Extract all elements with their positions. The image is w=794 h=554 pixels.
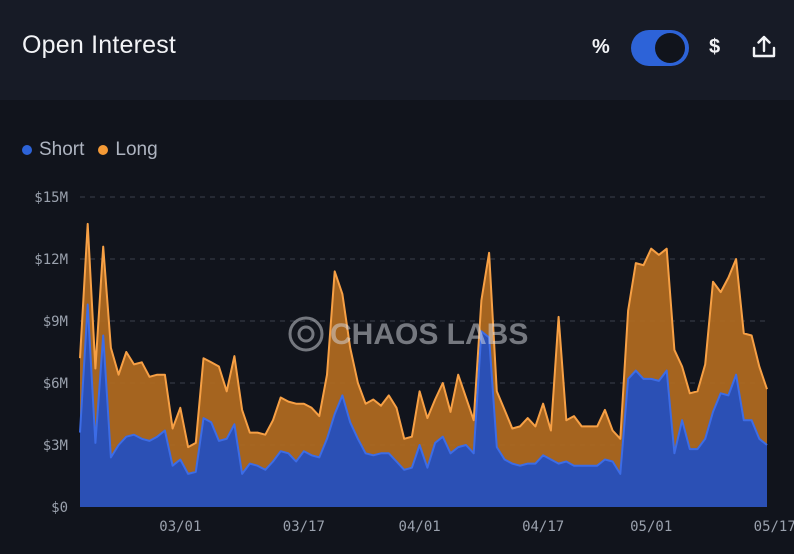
x-tick-label: 04/17 bbox=[522, 519, 564, 535]
series-area-long bbox=[80, 223, 767, 507]
y-tick-label: $9M bbox=[43, 314, 68, 330]
y-tick-label: $12M bbox=[34, 252, 68, 268]
x-tick-label: 05/01 bbox=[630, 519, 672, 535]
x-tick-label: 04/01 bbox=[399, 519, 441, 535]
series-area-short bbox=[80, 304, 767, 507]
y-tick-label: $3M bbox=[43, 438, 68, 454]
y-tick-label: $0 bbox=[51, 500, 68, 516]
series-line-long bbox=[79, 222, 768, 449]
logo-ring bbox=[288, 316, 324, 352]
chaos-labs-logo-icon bbox=[288, 316, 324, 352]
dollar-unit-label[interactable]: $ bbox=[709, 36, 721, 58]
logo-core bbox=[297, 325, 315, 343]
chart-legend: Short Long bbox=[22, 139, 172, 161]
y-tick-label: $15M bbox=[34, 190, 68, 206]
watermark-text: CHAOS LABS bbox=[330, 318, 528, 351]
x-tick-label: 03/17 bbox=[283, 519, 325, 535]
percent-unit-label[interactable]: % bbox=[592, 36, 610, 58]
watermark: CHAOS LABS bbox=[288, 316, 528, 352]
x-tick-label: 05/17 bbox=[754, 519, 794, 535]
page-title: Open Interest bbox=[22, 31, 177, 59]
y-tick-label: $6M bbox=[43, 376, 68, 392]
header-bar: Open Interest % $ bbox=[0, 0, 794, 100]
share-icon[interactable] bbox=[750, 33, 778, 61]
legend-item-long[interactable]: Long bbox=[98, 139, 158, 161]
legend-label-short: Short bbox=[39, 139, 85, 160]
toggle-knob bbox=[655, 33, 685, 63]
legend-dot-short bbox=[22, 145, 32, 155]
legend-label-long: Long bbox=[115, 139, 158, 160]
x-tick-label: 03/01 bbox=[159, 519, 201, 535]
legend-item-short[interactable]: Short bbox=[22, 139, 84, 161]
unit-toggle[interactable] bbox=[631, 30, 689, 66]
series-line-short bbox=[79, 303, 768, 475]
legend-dot-long bbox=[98, 145, 109, 155]
